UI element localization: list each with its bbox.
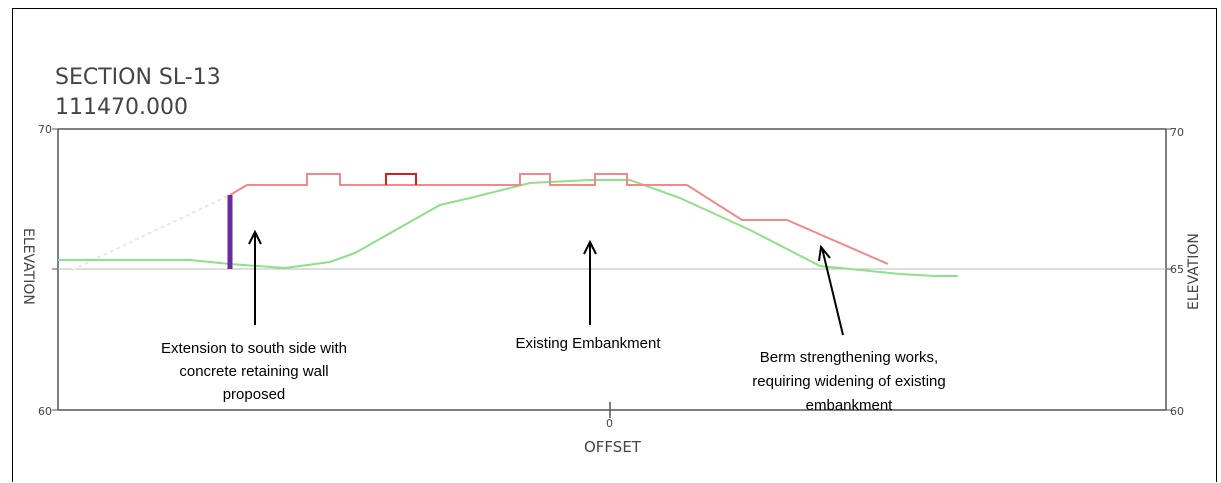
extension-note-line-2: concrete retaining wall — [179, 363, 328, 380]
ytick-left-70: 70 — [38, 123, 52, 136]
existing-ground-line — [58, 179, 958, 277]
berm-note-line-1: Berm strengthening works, — [760, 349, 938, 366]
right-axis-label: ELEVATION — [1186, 233, 1202, 310]
x-axis-label: OFFSET — [584, 438, 642, 456]
proposed-kerb — [385, 173, 417, 185]
proposed-profile-line — [229, 173, 889, 265]
berm-note-line-3: embankment — [806, 397, 894, 414]
arrow-berm — [821, 247, 844, 336]
ytick-right-60: 60 — [1170, 405, 1184, 418]
arrowhead-extension — [248, 229, 262, 245]
existing-note: Existing Embankment — [515, 335, 661, 352]
drawing-frame — [12, 8, 1217, 482]
xtick-zero: 0 — [606, 417, 613, 430]
berm-note-line-2: requiring widening of existing — [752, 373, 945, 390]
arrowhead-existing — [583, 239, 597, 255]
section-title: SECTION SL-13 — [55, 65, 221, 90]
proposed-fill-slope — [71, 194, 231, 271]
section-chainage: 111470.000 — [55, 95, 188, 120]
arrowhead-berm — [818, 244, 831, 262]
left-axis-label: ELEVATION — [20, 228, 36, 305]
extension-note-line-1: Extension to south side with — [161, 340, 347, 357]
ytick-left-60: 60 — [38, 405, 52, 418]
ytick-right-70: 70 — [1170, 126, 1184, 139]
extension-note-line-3: proposed — [223, 386, 286, 403]
ytick-right-65: 65 — [1170, 263, 1184, 276]
